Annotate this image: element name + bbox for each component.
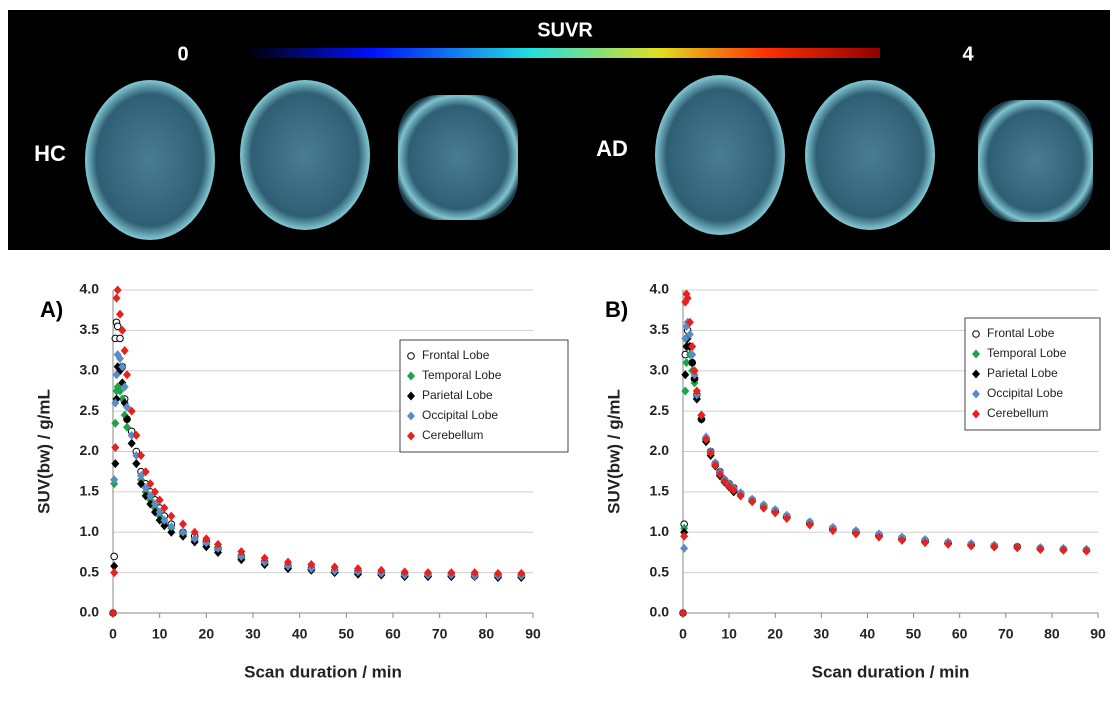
brain-sagittal bbox=[240, 80, 370, 230]
point bbox=[113, 294, 121, 303]
group-label: AD bbox=[596, 136, 628, 161]
point bbox=[111, 553, 118, 560]
colorbar bbox=[245, 48, 880, 58]
legend-label: Frontal Lobe bbox=[987, 326, 1055, 340]
y-tick-label: 0.0 bbox=[80, 604, 100, 620]
x-tick-label: 0 bbox=[679, 626, 687, 642]
brain-axial bbox=[85, 80, 215, 240]
x-tick-label: 10 bbox=[721, 626, 737, 642]
point bbox=[116, 310, 124, 319]
legend-label: Parietal Lobe bbox=[422, 388, 493, 402]
point bbox=[121, 346, 129, 355]
x-tick-label: 70 bbox=[432, 626, 448, 642]
x-tick-label: 80 bbox=[479, 626, 495, 642]
legend-label: Temporal Lobe bbox=[422, 368, 502, 382]
legend-label: Occipital Lobe bbox=[987, 386, 1063, 400]
x-tick-label: 30 bbox=[245, 626, 261, 642]
x-tick-label: 70 bbox=[998, 626, 1014, 642]
x-tick-label: 60 bbox=[952, 626, 968, 642]
y-tick-label: 4.0 bbox=[80, 281, 100, 297]
colorbar-min: 0 bbox=[177, 43, 188, 65]
point bbox=[167, 512, 175, 521]
y-tick-label: 2.0 bbox=[650, 442, 670, 458]
x-tick-label: 50 bbox=[339, 626, 355, 642]
point bbox=[179, 520, 187, 529]
figure: SUVR 0 4 HC AD 0.0 0.5 1.0 1.5 2.0 2.5 3.0 3.5 4… bbox=[0, 0, 1116, 706]
y-tick-label: 1.0 bbox=[650, 523, 670, 539]
legend-label: Cerebellum bbox=[422, 428, 483, 442]
point bbox=[128, 439, 136, 448]
point bbox=[109, 609, 117, 618]
colorbar-max: 4 bbox=[962, 43, 974, 65]
x-tick-label: 40 bbox=[860, 626, 876, 642]
point bbox=[688, 358, 696, 367]
legend-label: Parietal Lobe bbox=[987, 366, 1058, 380]
x-tick-label: 10 bbox=[152, 626, 168, 642]
panel-label: B) bbox=[605, 297, 628, 322]
point bbox=[132, 459, 140, 468]
y-tick-label: 4.0 bbox=[650, 281, 670, 297]
x-tick-label: 0 bbox=[109, 626, 117, 642]
x-tick-label: 90 bbox=[1090, 626, 1106, 642]
x-axis-label: Scan duration / min bbox=[812, 662, 970, 681]
y-tick-label: 0.0 bbox=[650, 604, 670, 620]
x-tick-label: 20 bbox=[767, 626, 783, 642]
colorbar-title: SUVR bbox=[537, 19, 593, 41]
legend-marker bbox=[973, 331, 980, 338]
x-tick-label: 80 bbox=[1044, 626, 1060, 642]
point bbox=[680, 544, 688, 553]
y-tick-label: 3.0 bbox=[80, 361, 100, 377]
legend-label: Occipital Lobe bbox=[422, 408, 498, 422]
y-tick-label: 3.0 bbox=[650, 361, 670, 377]
y-tick-label: 1.0 bbox=[80, 523, 100, 539]
y-tick-label: 1.5 bbox=[80, 483, 100, 499]
legend-label: Temporal Lobe bbox=[987, 346, 1067, 360]
brain-axial bbox=[655, 75, 785, 235]
x-axis-label: Scan duration / min bbox=[244, 662, 402, 681]
y-tick-label: 1.5 bbox=[650, 483, 670, 499]
x-tick-label: 20 bbox=[199, 626, 215, 642]
y-tick-label: 0.5 bbox=[80, 563, 100, 579]
panel-label: A) bbox=[40, 297, 63, 322]
x-tick-label: 40 bbox=[292, 626, 308, 642]
x-tick-label: 30 bbox=[814, 626, 830, 642]
brain-coronal bbox=[978, 100, 1093, 222]
x-tick-label: 50 bbox=[906, 626, 922, 642]
y-axis-label: SUV(bw) / g/mL bbox=[604, 389, 623, 514]
legend-label: Cerebellum bbox=[987, 406, 1048, 420]
point bbox=[114, 286, 122, 295]
legend-marker bbox=[408, 353, 415, 360]
y-tick-label: 3.5 bbox=[80, 321, 100, 337]
y-tick-label: 0.5 bbox=[650, 563, 670, 579]
y-tick-label: 2.5 bbox=[650, 402, 670, 418]
point bbox=[110, 568, 118, 577]
point bbox=[117, 335, 124, 342]
y-tick-label: 2.5 bbox=[80, 402, 100, 418]
y-axis-label: SUV(bw) / g/mL bbox=[34, 389, 53, 514]
brain-sagittal bbox=[805, 80, 935, 230]
y-tick-label: 3.5 bbox=[650, 321, 670, 337]
x-tick-label: 90 bbox=[525, 626, 541, 642]
brain-coronal bbox=[398, 95, 518, 220]
point bbox=[679, 609, 687, 618]
y-tick-label: 2.0 bbox=[80, 442, 100, 458]
group-label: HC bbox=[34, 141, 66, 166]
legend-label: Frontal Lobe bbox=[422, 348, 490, 362]
point bbox=[123, 370, 131, 379]
x-tick-label: 60 bbox=[385, 626, 401, 642]
